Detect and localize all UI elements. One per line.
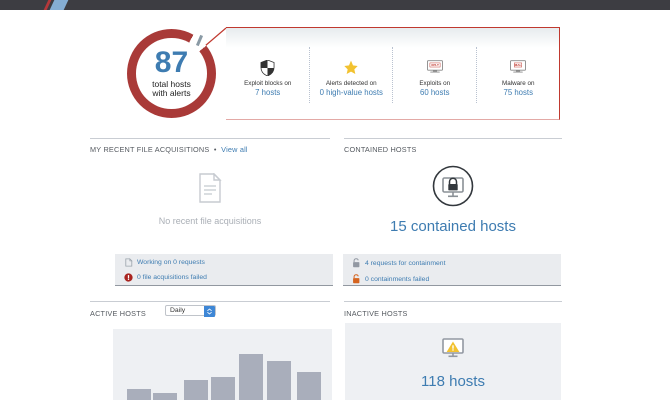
svg-text:XPLT: XPLT bbox=[431, 63, 439, 67]
svg-text:MAL: MAL bbox=[515, 63, 522, 67]
